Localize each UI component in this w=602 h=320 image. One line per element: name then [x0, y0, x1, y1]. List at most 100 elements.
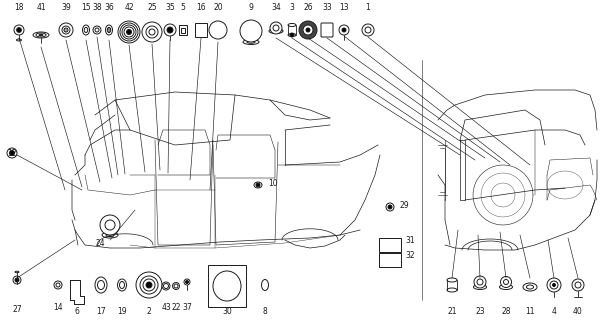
Ellipse shape [213, 271, 241, 301]
Text: 40: 40 [573, 308, 583, 316]
Bar [195, 23, 207, 37]
Text: 10: 10 [268, 179, 278, 188]
Text: 9: 9 [249, 3, 253, 12]
Ellipse shape [288, 34, 296, 36]
Circle shape [240, 20, 262, 42]
Text: 11: 11 [526, 308, 535, 316]
Text: 21: 21 [447, 308, 457, 316]
Ellipse shape [254, 182, 262, 188]
Ellipse shape [474, 284, 486, 290]
Ellipse shape [102, 232, 118, 238]
Circle shape [500, 276, 512, 287]
Text: 25: 25 [147, 3, 157, 12]
Text: 31: 31 [405, 236, 415, 244]
Circle shape [126, 29, 131, 35]
Text: 12: 12 [7, 148, 16, 157]
Circle shape [146, 282, 152, 288]
Text: 17: 17 [96, 308, 106, 316]
Circle shape [59, 23, 73, 37]
Circle shape [173, 283, 179, 290]
Circle shape [64, 28, 68, 32]
Bar [379, 253, 401, 267]
Circle shape [342, 28, 346, 32]
Text: 27: 27 [12, 306, 22, 315]
Circle shape [16, 28, 22, 33]
Text: 26: 26 [303, 3, 313, 12]
Circle shape [388, 205, 392, 209]
Text: 15: 15 [81, 3, 91, 12]
Ellipse shape [95, 277, 107, 293]
Text: 42: 42 [124, 3, 134, 12]
Ellipse shape [16, 39, 22, 41]
Circle shape [270, 22, 282, 34]
Circle shape [386, 203, 394, 211]
Ellipse shape [261, 279, 268, 291]
Text: 18: 18 [14, 3, 23, 12]
Circle shape [303, 25, 313, 35]
Circle shape [118, 21, 140, 43]
Circle shape [553, 284, 556, 286]
Ellipse shape [447, 278, 457, 282]
Text: 23: 23 [475, 308, 485, 316]
Circle shape [290, 33, 294, 37]
Circle shape [15, 278, 19, 282]
Text: 34: 34 [271, 3, 281, 12]
Circle shape [339, 25, 349, 35]
Circle shape [474, 276, 486, 288]
Text: 41: 41 [36, 3, 46, 12]
Ellipse shape [243, 39, 259, 44]
Text: 20: 20 [213, 3, 223, 12]
Text: 4: 4 [551, 308, 556, 316]
Text: 22: 22 [171, 303, 181, 313]
Circle shape [572, 279, 584, 291]
Ellipse shape [117, 279, 126, 291]
Text: 39: 39 [61, 3, 71, 12]
Ellipse shape [82, 25, 90, 35]
Text: 38: 38 [92, 3, 102, 12]
Circle shape [136, 272, 162, 298]
Text: 2: 2 [147, 308, 151, 316]
Text: 5: 5 [181, 3, 185, 12]
Circle shape [547, 278, 561, 292]
Bar [181, 28, 185, 33]
Text: 8: 8 [262, 308, 267, 316]
Bar [179, 25, 187, 35]
Ellipse shape [269, 28, 283, 34]
FancyBboxPatch shape [321, 23, 333, 37]
Text: 43: 43 [161, 303, 171, 313]
Circle shape [54, 281, 62, 289]
Text: 3: 3 [290, 3, 294, 12]
Circle shape [142, 22, 162, 42]
Ellipse shape [447, 288, 457, 292]
Text: 24: 24 [95, 238, 105, 247]
Text: 35: 35 [165, 3, 175, 12]
Circle shape [167, 27, 173, 33]
Bar [379, 238, 401, 252]
Text: 29: 29 [400, 201, 409, 210]
Circle shape [10, 150, 14, 156]
Circle shape [256, 183, 260, 187]
Ellipse shape [211, 33, 225, 37]
Ellipse shape [39, 34, 43, 36]
Text: 6: 6 [75, 308, 79, 316]
Text: 33: 33 [322, 3, 332, 12]
Text: 28: 28 [501, 308, 510, 316]
Circle shape [7, 148, 17, 158]
Bar [208, 265, 246, 307]
Circle shape [100, 215, 120, 235]
Ellipse shape [105, 25, 113, 35]
Text: 30: 30 [222, 308, 232, 316]
Text: 37: 37 [182, 303, 192, 313]
Text: 16: 16 [196, 3, 206, 12]
Circle shape [184, 279, 190, 285]
Ellipse shape [33, 32, 49, 38]
Circle shape [13, 276, 21, 284]
Circle shape [185, 281, 188, 284]
Text: 36: 36 [104, 3, 114, 12]
Text: 1: 1 [365, 3, 370, 12]
Circle shape [164, 24, 176, 36]
Circle shape [362, 24, 374, 36]
Text: 32: 32 [405, 251, 415, 260]
Circle shape [162, 282, 170, 290]
Circle shape [93, 26, 101, 34]
